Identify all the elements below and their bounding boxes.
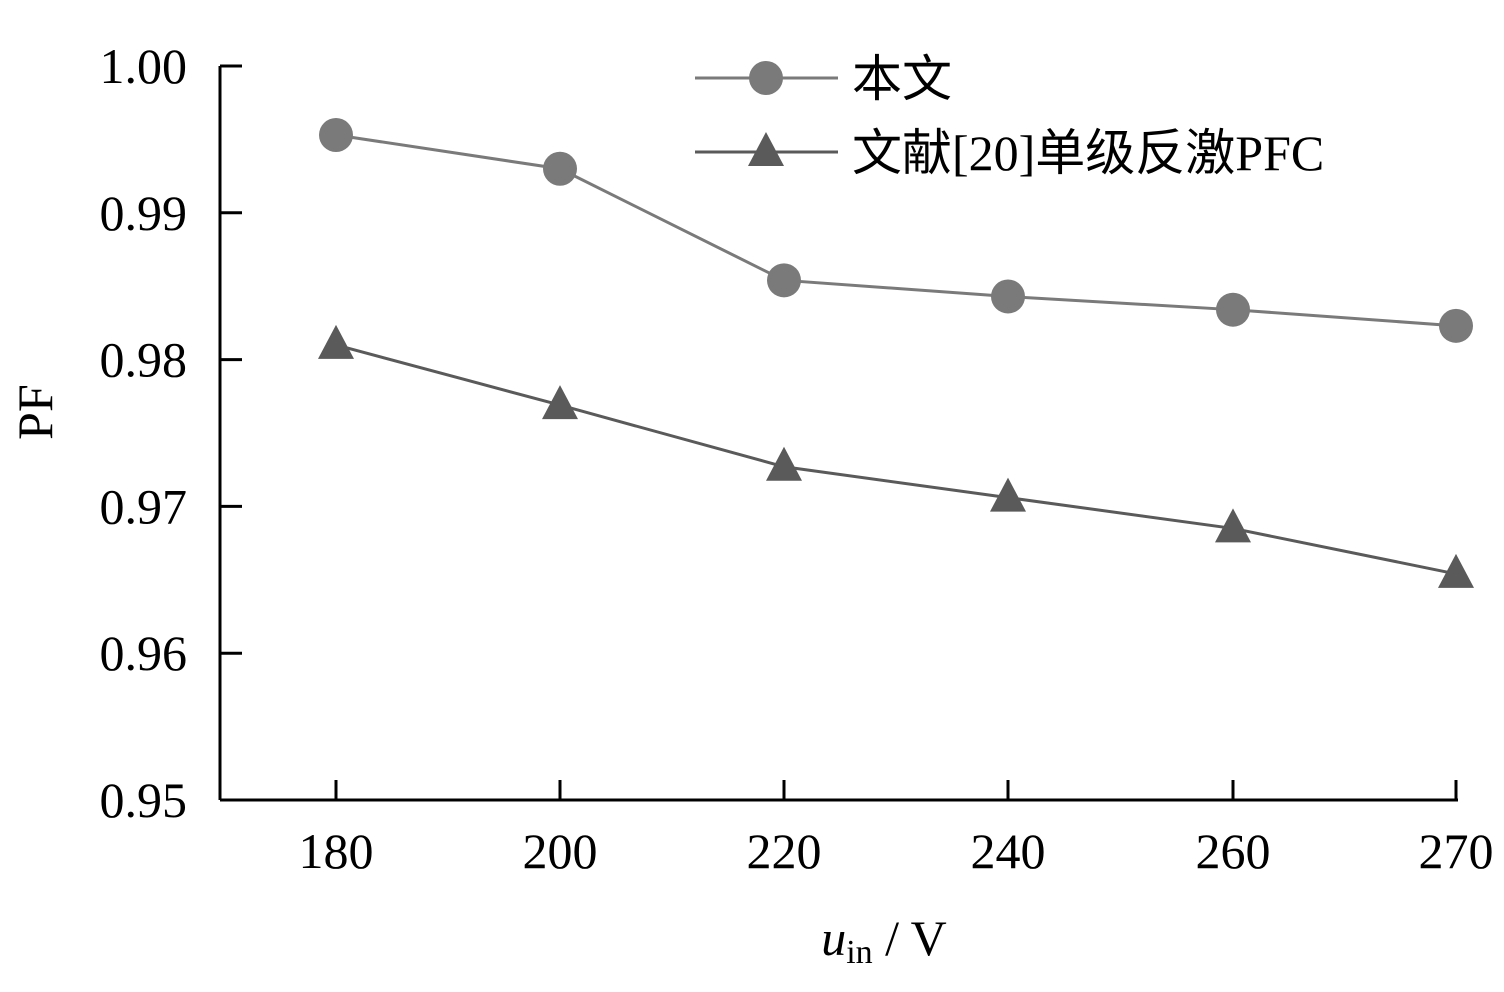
series-1 <box>319 117 1473 343</box>
data-point <box>991 279 1025 314</box>
series-2 <box>318 324 1474 588</box>
data-point <box>1438 553 1474 588</box>
legend-item: 文献[20]单级反激PFC <box>695 125 1324 181</box>
data-point <box>1216 292 1250 327</box>
legend-marker <box>748 132 784 166</box>
x-tick-label: 200 <box>523 823 598 879</box>
series-line <box>335 133 1457 328</box>
data-point <box>1215 508 1251 543</box>
data-point <box>767 263 801 298</box>
x-tick-label: 180 <box>299 823 374 879</box>
x-axis-title: uin / V <box>821 910 947 971</box>
data-point <box>318 324 354 359</box>
y-tick-label: 1.00 <box>100 38 188 94</box>
legend-label: 文献[20]单级反激PFC <box>852 125 1324 181</box>
data-point <box>1439 308 1473 343</box>
legend-label: 本文 <box>852 51 952 107</box>
y-tick-label: 0.99 <box>100 185 188 241</box>
series-line <box>335 343 1457 576</box>
x-axis-title-unit: / V <box>873 910 947 966</box>
data-point <box>542 385 578 420</box>
x-axis-title-var: u <box>821 910 846 966</box>
y-axis-title: PF <box>7 384 63 440</box>
legend-item: 本文 <box>695 51 952 107</box>
series-layer <box>318 117 1474 588</box>
data-point <box>990 477 1026 512</box>
y-tick-label: 0.96 <box>100 625 188 681</box>
y-tick-label: 0.98 <box>100 332 188 388</box>
x-tick-label: 220 <box>747 823 822 879</box>
x-tick-label: 270 <box>1419 823 1494 879</box>
x-tick-label: 240 <box>971 823 1046 879</box>
x-axis-title-sub: in <box>846 934 872 971</box>
y-tick-label: 0.95 <box>100 772 188 828</box>
legend-marker <box>749 61 783 95</box>
x-tick-label: 260 <box>1196 823 1271 879</box>
y-tick-label: 0.97 <box>100 478 188 534</box>
data-point <box>543 151 577 186</box>
data-point <box>766 446 802 481</box>
axes: 0.95 0.96 0.97 0.98 0.99 1.00 180 200 220 240 260 2… <box>100 38 1494 879</box>
data-point <box>319 117 353 152</box>
